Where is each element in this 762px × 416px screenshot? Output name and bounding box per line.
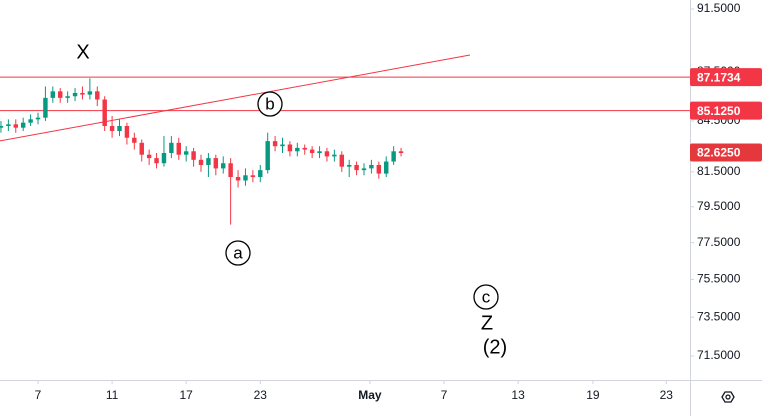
candle-body [198,159,204,165]
candle-body [324,151,330,157]
x-tick-label: 17 [180,388,194,402]
candle-body [169,142,174,153]
settings-icon [721,391,735,403]
wave-label: Z [481,312,493,334]
candle-body [43,97,48,118]
candle-body [102,99,107,126]
candle-body [287,144,293,152]
candle-body [384,161,389,174]
y-tick-label: 71.5000 [697,348,741,362]
candle-body [132,137,137,143]
wave-label: b [265,94,274,113]
candle-body [280,144,285,147]
y-tick-label: 81.5000 [697,164,741,178]
x-tick-label: 23 [254,388,268,402]
candle-body [6,124,11,126]
candle-body [20,122,26,128]
candle-body [235,177,241,181]
x-tick-label: 7 [35,388,42,402]
candle-body [265,141,270,171]
candle-body [354,164,359,171]
x-tick-label: 11 [106,388,119,402]
last-price-tag-label: 82.6250 [697,146,741,160]
price-tag [690,101,762,120]
candle-body [146,154,152,159]
candle-body [50,91,56,98]
candle-body [391,151,396,162]
wave-label: a [233,243,243,262]
candle-body [183,151,189,155]
candle-body [243,175,248,181]
candle-body [258,170,263,178]
candle-body [191,151,196,160]
y-tick-label: 73.5000 [697,309,741,323]
candle-body [35,117,41,120]
wave-label: X [76,41,89,63]
candle-body [28,119,33,123]
y-tick-label: 77.5000 [697,235,741,249]
x-tick-label: 7 [441,388,448,402]
candle-body [65,96,70,98]
candle-body [221,163,226,169]
x-tick-label: May [358,388,382,402]
price-tag-label: 85.1250 [697,104,741,118]
y-tick-label: 91.5000 [697,1,741,15]
candle-body [13,124,19,128]
candle-body [161,152,167,164]
x-tick-label: 23 [660,388,674,402]
candle-body [87,91,93,95]
candle-body [154,158,159,164]
candle-body [361,168,367,171]
candle-body [376,164,382,174]
candle-body [295,147,300,152]
settings-icon-dot [725,394,731,400]
candle-body [302,147,307,150]
candle-body [317,151,322,153]
candle-body [228,163,233,178]
price-tag-label: 87.1734 [697,70,741,84]
trendline [0,54,471,142]
x-tick-label: 19 [586,388,600,402]
candle-body [176,142,182,155]
candle-body [272,141,278,147]
candle-body [124,125,130,138]
candle-body [213,158,219,169]
last-price-tag [690,143,762,162]
candle-body [0,125,4,128]
candle-body [72,92,78,97]
candle-body [117,125,122,132]
settings-bg [718,387,738,407]
candle-body [58,91,63,98]
wave-label: c [482,287,491,306]
settings-button[interactable] [718,387,738,407]
annotation-circle [473,284,499,310]
candle-body [369,164,374,169]
candle-body [309,149,315,153]
candle-body [332,154,337,157]
annotation-circle [257,91,283,117]
y-tick-label: 75.5000 [697,272,741,286]
candle-body [250,175,256,178]
candle-body [109,125,115,132]
candle-body [346,164,352,167]
annotation-circle [225,240,251,266]
price-tag [690,68,762,87]
y-tick-label: 79.5000 [697,199,741,213]
candle-body [339,154,344,167]
candle-body [95,91,100,100]
candle-body [80,92,85,95]
candle-body [206,158,211,165]
x-tick-label: 13 [511,388,525,402]
candle-body [139,142,144,155]
candle-body [398,151,404,153]
wave-label: (2) [483,336,507,358]
